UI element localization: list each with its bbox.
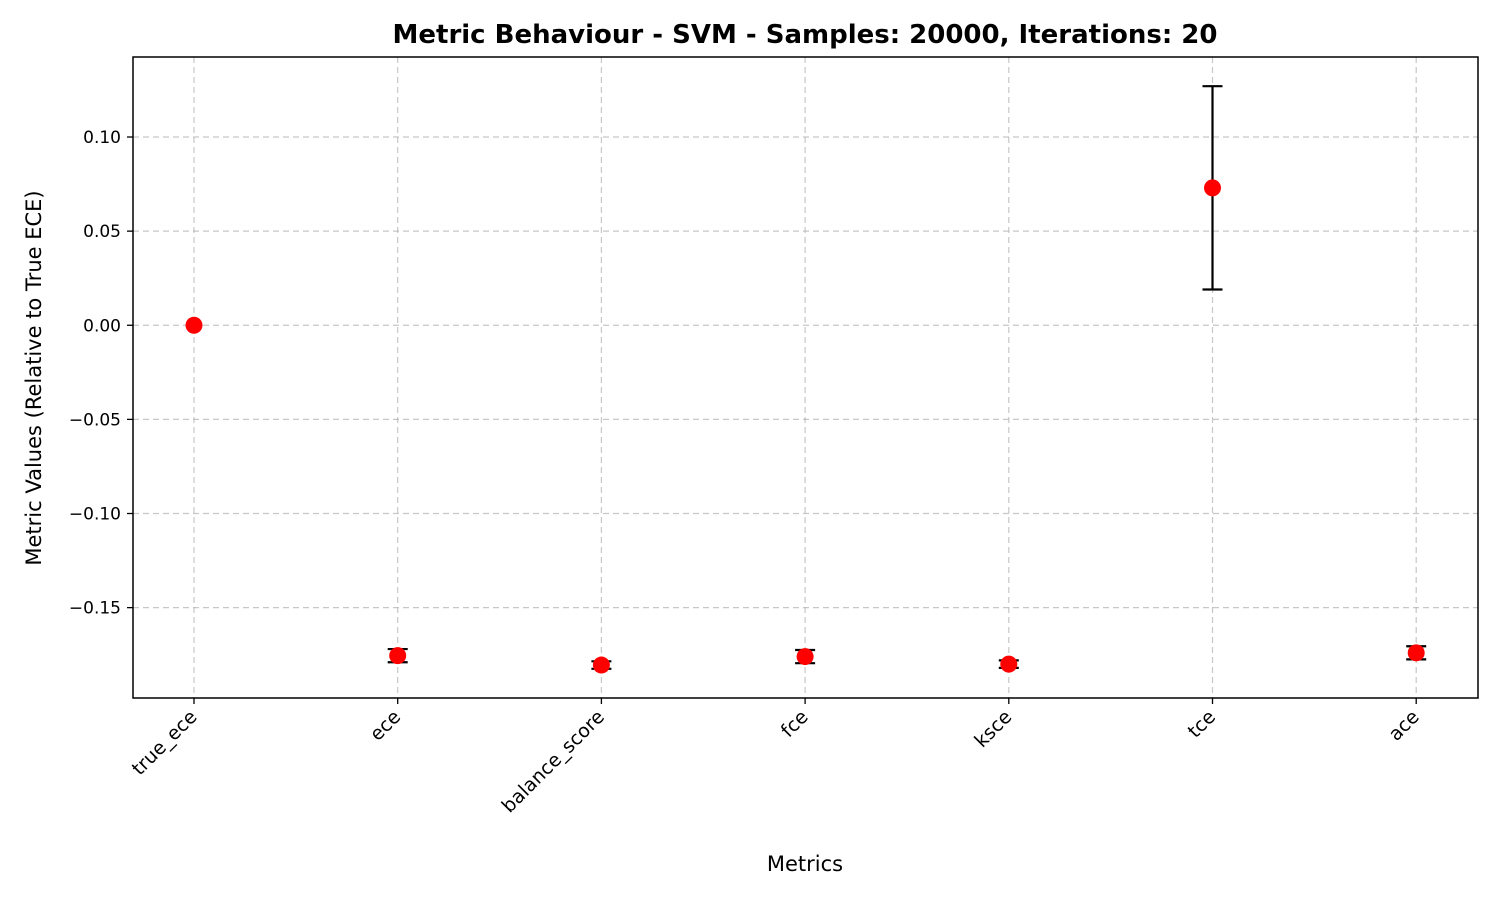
x-tick-label: true_ece — [128, 706, 202, 780]
y-tick-label: −0.15 — [69, 599, 121, 619]
x-tick-label: balance_score — [498, 706, 609, 817]
x-tick-label: fce — [777, 706, 813, 742]
chart-title: Metric Behaviour - SVM - Samples: 20000,… — [393, 20, 1218, 50]
data-point — [592, 656, 610, 674]
data-point — [389, 647, 407, 665]
y-tick-label: 0.00 — [83, 316, 121, 336]
y-tick-label: 0.10 — [83, 128, 121, 148]
y-axis-ticks: −0.15 −0.10 −0.05 0.00 0.05 0.10 — [69, 128, 133, 619]
data-point — [1204, 179, 1221, 197]
x-axis-label: Metrics — [767, 852, 843, 876]
data-point — [796, 648, 814, 666]
data-point — [1407, 644, 1425, 662]
y-tick-label: 0.05 — [83, 222, 121, 242]
x-tick-label: ace — [1384, 706, 1423, 745]
errorbar-layer — [387, 85, 1427, 670]
y-axis-label: Metric Values (Relative to True ECE) — [22, 190, 46, 565]
y-tick-label: −0.10 — [69, 505, 121, 525]
point-layer — [185, 179, 1425, 674]
data-point — [185, 316, 203, 334]
data-point — [1000, 655, 1018, 673]
x-tick-label: ece — [366, 706, 405, 745]
x-axis-ticks: true_ece ece balance_score fce ksce tce ace — [128, 698, 1424, 817]
x-tick-label: ksce — [970, 706, 1016, 752]
x-tick-label: tce — [1184, 706, 1220, 742]
y-tick-label: −0.05 — [69, 410, 121, 430]
grid-layer — [133, 57, 1478, 698]
